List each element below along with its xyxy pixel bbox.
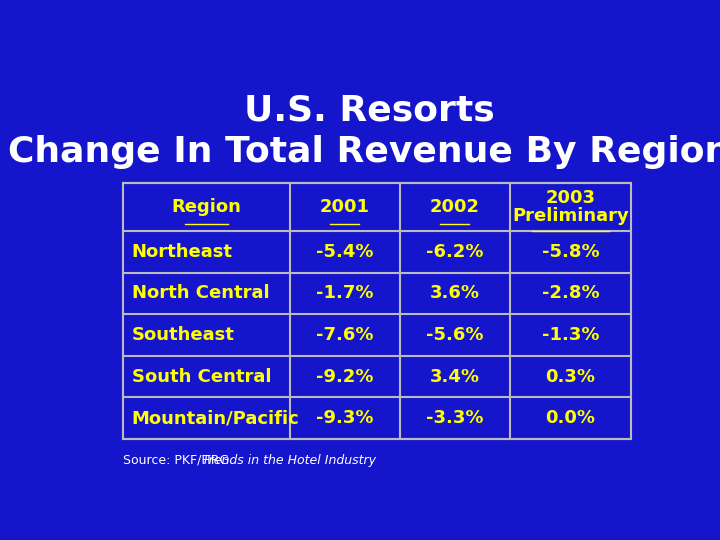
Text: 2001: 2001 <box>320 198 370 216</box>
Text: -7.6%: -7.6% <box>316 326 374 344</box>
Text: -3.3%: -3.3% <box>426 409 484 427</box>
Text: -5.8%: -5.8% <box>541 243 600 261</box>
Text: 0.0%: 0.0% <box>546 409 595 427</box>
Text: Trends in the Hotel Industry: Trends in the Hotel Industry <box>202 454 376 467</box>
Text: -6.2%: -6.2% <box>426 243 484 261</box>
Text: -5.6%: -5.6% <box>426 326 484 344</box>
Text: 0.3%: 0.3% <box>546 368 595 386</box>
Text: Northeast: Northeast <box>132 243 233 261</box>
Text: 3.6%: 3.6% <box>430 285 480 302</box>
Text: -9.2%: -9.2% <box>316 368 374 386</box>
Text: South Central: South Central <box>132 368 271 386</box>
Text: Mountain/Pacific: Mountain/Pacific <box>132 409 300 427</box>
Text: -5.4%: -5.4% <box>316 243 374 261</box>
Bar <box>124 183 631 439</box>
Text: -9.3%: -9.3% <box>316 409 374 427</box>
Text: 2002: 2002 <box>430 198 480 216</box>
Text: Region: Region <box>172 198 242 216</box>
Text: Source: PKF/HRG: Source: PKF/HRG <box>124 454 234 467</box>
Text: -1.3%: -1.3% <box>542 326 599 344</box>
Text: North Central: North Central <box>132 285 269 302</box>
Text: -2.8%: -2.8% <box>541 285 600 302</box>
Text: Southeast: Southeast <box>132 326 235 344</box>
Text: 2003: 2003 <box>546 189 595 207</box>
Text: 3.4%: 3.4% <box>430 368 480 386</box>
Text: U.S. Resorts: U.S. Resorts <box>243 94 495 128</box>
Text: Preliminary: Preliminary <box>512 206 629 225</box>
Text: Change In Total Revenue By Region: Change In Total Revenue By Region <box>8 136 720 170</box>
Text: -1.7%: -1.7% <box>316 285 374 302</box>
